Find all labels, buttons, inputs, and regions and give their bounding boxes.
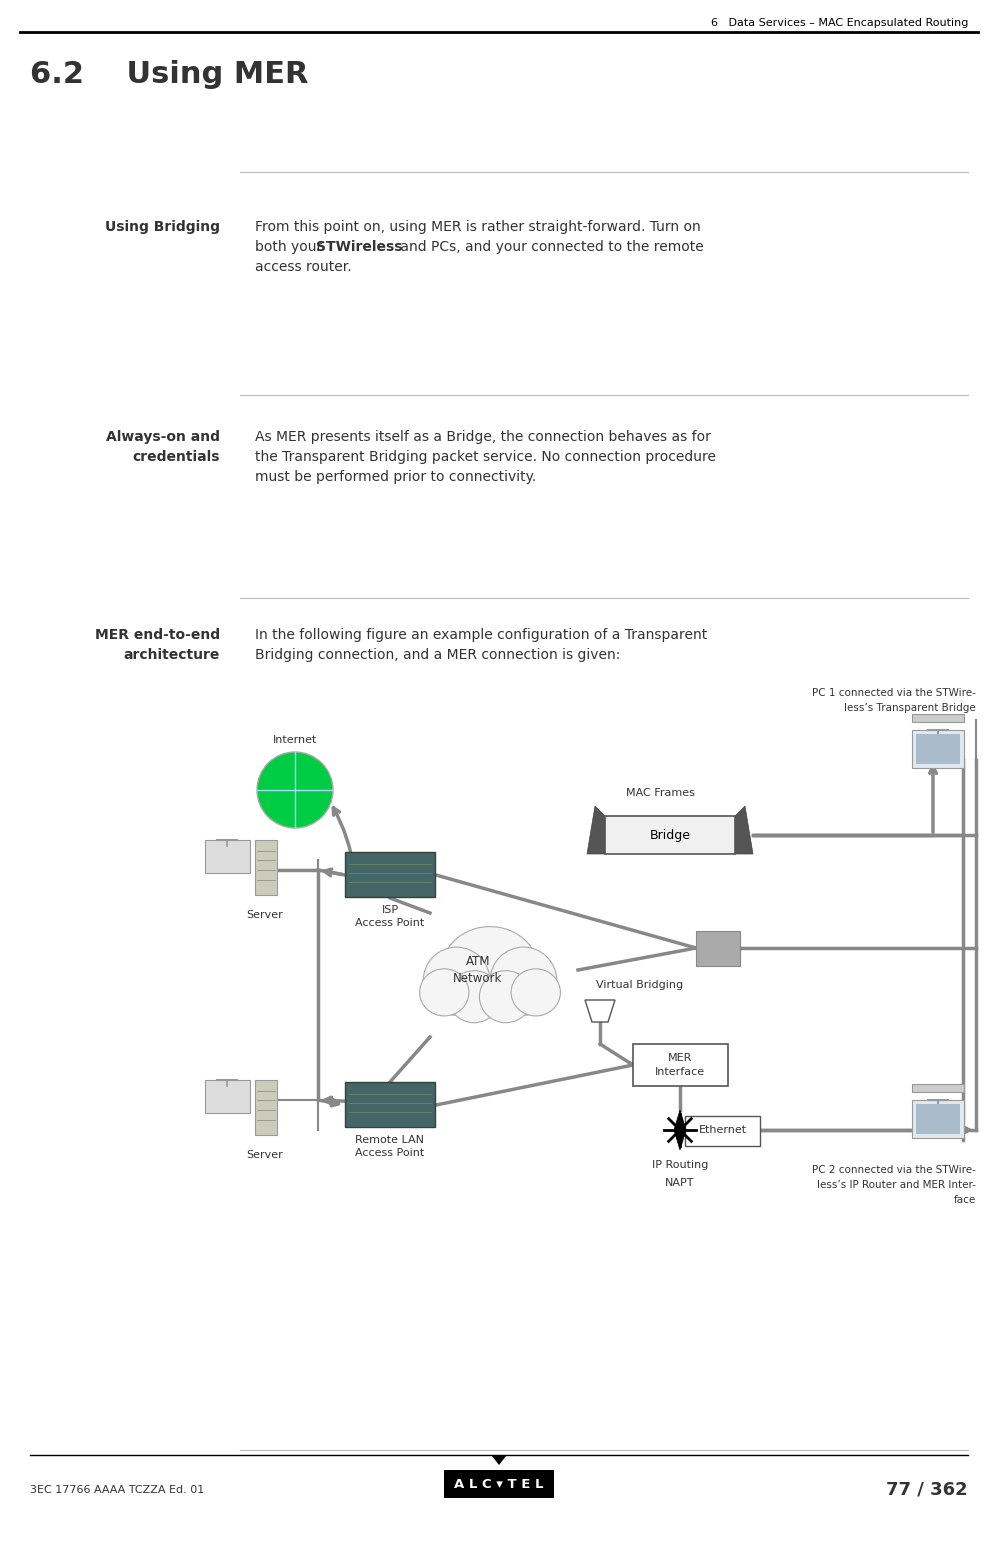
Text: PC 1 connected via the STWire-: PC 1 connected via the STWire-	[812, 688, 976, 697]
Text: Virtual Bridging: Virtual Bridging	[597, 980, 684, 991]
FancyBboxPatch shape	[205, 839, 250, 873]
Polygon shape	[587, 805, 605, 853]
Ellipse shape	[419, 969, 469, 1015]
Text: credentials: credentials	[133, 451, 220, 464]
FancyBboxPatch shape	[912, 714, 964, 722]
FancyBboxPatch shape	[685, 1116, 760, 1146]
Ellipse shape	[423, 947, 490, 1015]
Text: Using Bridging: Using Bridging	[105, 221, 220, 235]
FancyBboxPatch shape	[912, 1100, 964, 1139]
Text: architecture: architecture	[124, 648, 220, 662]
Text: ISP
Access Point: ISP Access Point	[355, 906, 424, 929]
Text: 6   Data Services – MAC Encapsulated Routing: 6 Data Services – MAC Encapsulated Routi…	[711, 19, 968, 28]
Text: 6.2    Using MER: 6.2 Using MER	[30, 60, 308, 89]
FancyBboxPatch shape	[345, 1082, 435, 1126]
Text: As MER presents itself as a Bridge, the connection behaves as for: As MER presents itself as a Bridge, the …	[255, 430, 711, 444]
Text: Server: Server	[247, 910, 283, 920]
Ellipse shape	[479, 971, 532, 1023]
Polygon shape	[492, 1457, 506, 1464]
Text: In the following figure an example configuration of a Transparent: In the following figure an example confi…	[255, 628, 708, 642]
Text: Always-on and: Always-on and	[106, 430, 220, 444]
Polygon shape	[674, 1109, 686, 1150]
Text: Ethernet: Ethernet	[699, 1125, 748, 1136]
Text: Bridging connection, and a MER connection is given:: Bridging connection, and a MER connectio…	[255, 648, 621, 662]
Text: Bridge: Bridge	[650, 829, 691, 841]
Text: Server: Server	[247, 1150, 283, 1160]
Text: both your: both your	[255, 241, 326, 255]
Ellipse shape	[448, 971, 501, 1023]
Text: ATM
Network: ATM Network	[453, 955, 503, 984]
Ellipse shape	[270, 756, 319, 824]
FancyBboxPatch shape	[444, 1470, 554, 1498]
Text: NAPT: NAPT	[666, 1177, 695, 1188]
Text: Remote LAN
Access Point: Remote LAN Access Point	[355, 1136, 424, 1159]
Text: STWireless: STWireless	[316, 241, 402, 255]
Ellipse shape	[511, 969, 561, 1015]
FancyBboxPatch shape	[916, 1103, 960, 1134]
Ellipse shape	[490, 947, 557, 1015]
Text: Internet: Internet	[272, 734, 317, 745]
FancyBboxPatch shape	[912, 1085, 964, 1092]
FancyBboxPatch shape	[912, 730, 964, 768]
Text: face: face	[954, 1194, 976, 1205]
FancyBboxPatch shape	[696, 930, 740, 966]
Text: MAC Frames: MAC Frames	[626, 788, 695, 798]
FancyBboxPatch shape	[255, 1080, 277, 1136]
Text: 77 / 362: 77 / 362	[886, 1481, 968, 1498]
Text: IP Routing: IP Routing	[652, 1160, 709, 1170]
Text: From this point on, using MER is rather straight-forward. Turn on: From this point on, using MER is rather …	[255, 221, 701, 235]
FancyBboxPatch shape	[345, 852, 435, 896]
Text: less’s IP Router and MER Inter-: less’s IP Router and MER Inter-	[817, 1180, 976, 1190]
Polygon shape	[585, 1000, 615, 1021]
Text: less’s Transparent Bridge: less’s Transparent Bridge	[844, 704, 976, 713]
Text: PC 2 connected via the STWire-: PC 2 connected via the STWire-	[812, 1165, 976, 1176]
Text: MER end-to-end: MER end-to-end	[95, 628, 220, 642]
FancyBboxPatch shape	[605, 816, 735, 853]
Polygon shape	[735, 805, 753, 853]
FancyBboxPatch shape	[205, 1080, 250, 1113]
FancyBboxPatch shape	[916, 734, 960, 764]
Text: 3EC 17766 AAAA TCZZA Ed. 01: 3EC 17766 AAAA TCZZA Ed. 01	[30, 1484, 205, 1495]
Text: and PCs, and your connected to the remote: and PCs, and your connected to the remot…	[396, 241, 704, 255]
Ellipse shape	[441, 927, 538, 1014]
Text: must be performed prior to connectivity.: must be performed prior to connectivity.	[255, 471, 536, 485]
Circle shape	[257, 751, 333, 829]
Text: the Transparent Bridging packet service. No connection procedure: the Transparent Bridging packet service.…	[255, 451, 716, 464]
Text: access router.: access router.	[255, 261, 351, 275]
Text: A L C ▾ T E L: A L C ▾ T E L	[454, 1478, 544, 1491]
Text: MER
Interface: MER Interface	[655, 1054, 705, 1077]
FancyBboxPatch shape	[633, 1045, 728, 1086]
FancyBboxPatch shape	[255, 839, 277, 895]
